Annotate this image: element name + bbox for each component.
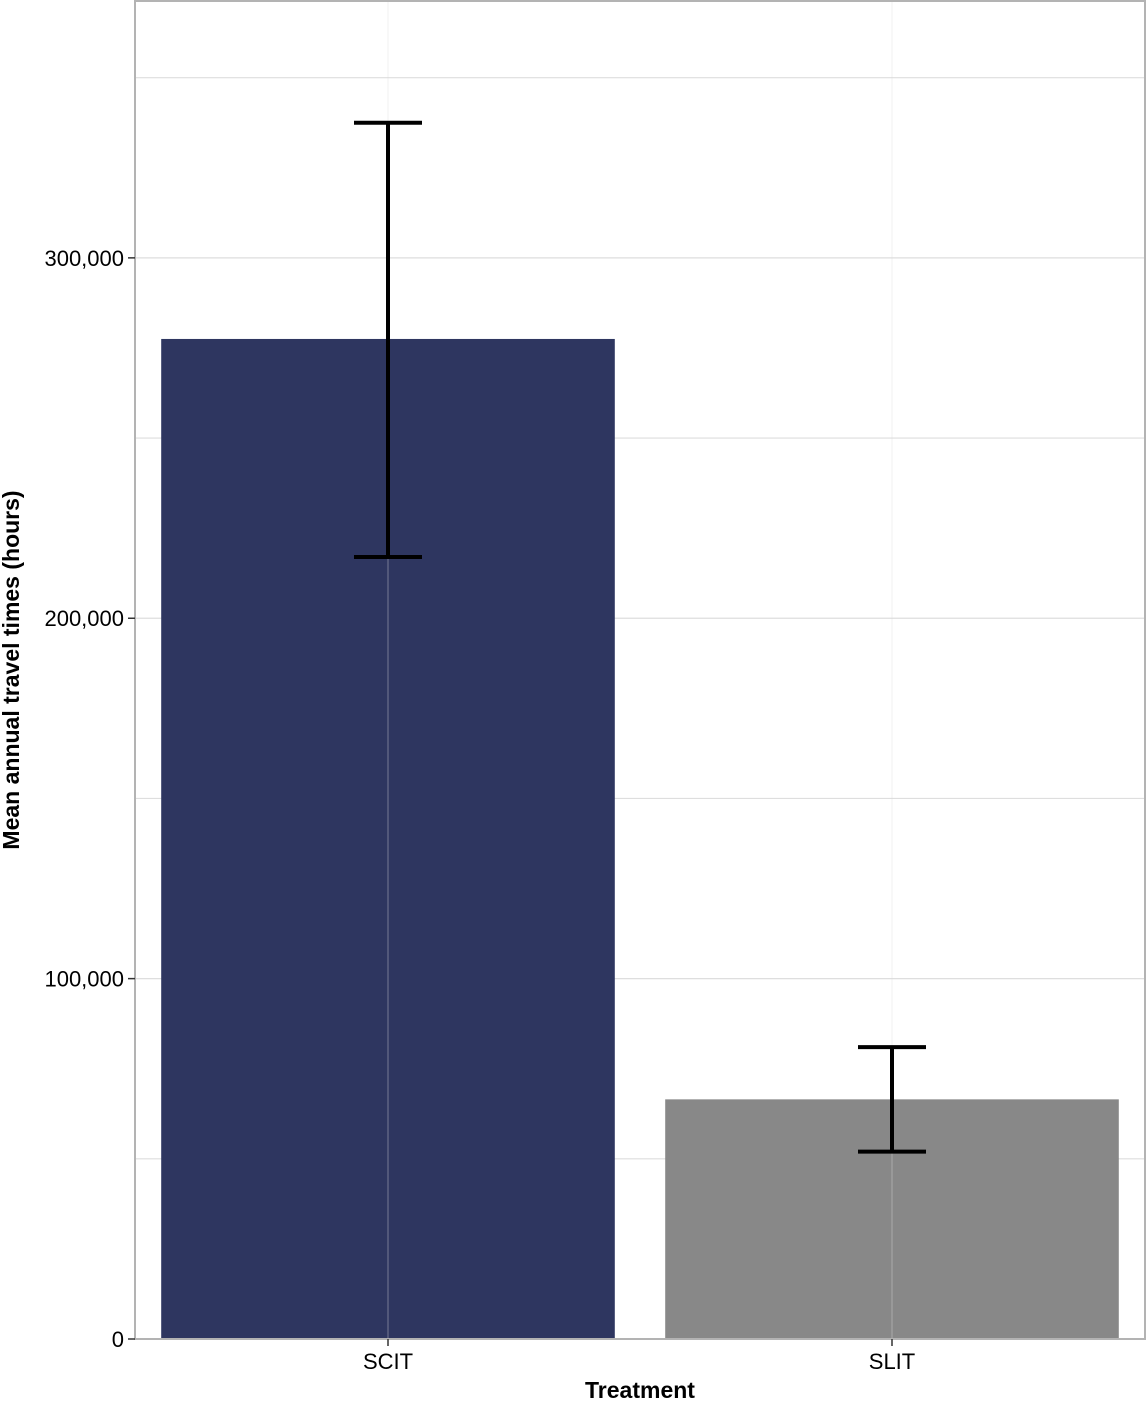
y-tick-label: 0: [112, 1327, 124, 1352]
error-bar-scit: [354, 120, 422, 559]
error-bars: [354, 120, 926, 1154]
y-tick-label: 300,000: [44, 246, 124, 271]
y-tick-label: 100,000: [44, 967, 124, 992]
x-axis-title: Treatment: [585, 1377, 695, 1400]
plot-panel-border: [134, 0, 1146, 1340]
x-tick-label: SLIT: [869, 1349, 915, 1374]
bars: [161, 338, 1119, 1339]
x-tick-label: SCIT: [363, 1349, 413, 1374]
x-axis-ticks: SCIT SLIT: [363, 1339, 915, 1374]
error-bar-slit: [858, 1045, 926, 1154]
y-tick-label: 200,000: [44, 606, 124, 631]
y-axis-ticks: 0 100,000 200,000 300,000: [44, 246, 135, 1352]
y-axis-title: Mean annual travel times (hours): [0, 490, 24, 849]
